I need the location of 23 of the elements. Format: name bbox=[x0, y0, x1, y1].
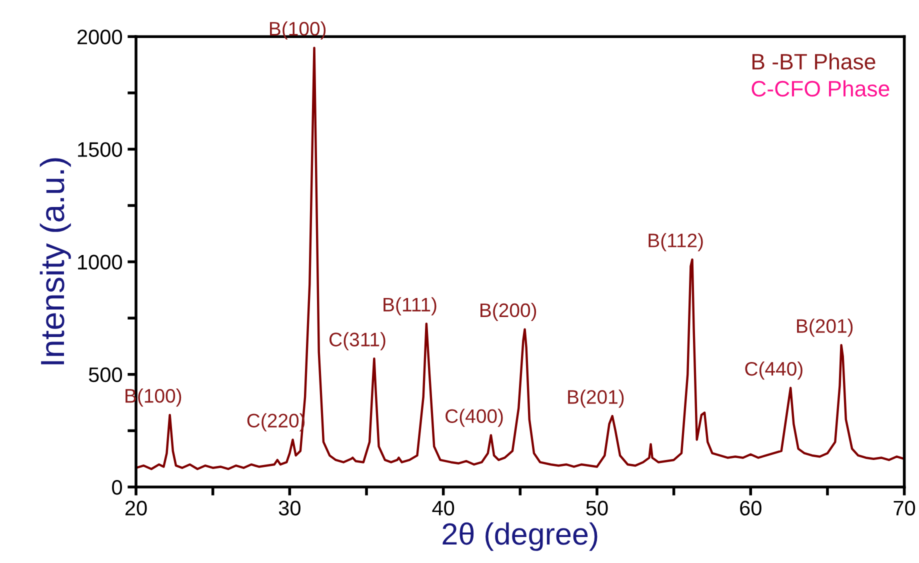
annotation: C(440) bbox=[745, 361, 802, 380]
annotation: B(111) bbox=[384, 297, 436, 316]
annotation: C-CFO Phase bbox=[752, 80, 890, 97]
x-tick-label: 60 bbox=[740, 500, 762, 516]
annotation: B(201) bbox=[568, 390, 624, 408]
x-tick-label: 30 bbox=[278, 500, 300, 516]
annotation: B(112) bbox=[648, 233, 703, 252]
y-tick-label: 1000 bbox=[78, 254, 122, 270]
x-tick-label: 70 bbox=[894, 500, 916, 516]
annotation: B(200) bbox=[480, 302, 536, 322]
y-tick-label: 0 bbox=[112, 480, 122, 495]
x-tick-label: 40 bbox=[432, 500, 454, 516]
y-axis-title: Intensity (a.u.) bbox=[40, 158, 71, 364]
x-tick-label: 50 bbox=[586, 500, 608, 516]
y-tick-label: 1500 bbox=[78, 142, 122, 157]
y-tick-label: 500 bbox=[88, 367, 122, 382]
x-axis-title: 2θ (degree) bbox=[442, 522, 598, 551]
annotation: C(400) bbox=[446, 408, 503, 427]
y-tick-label: 2000 bbox=[78, 30, 122, 44]
annotation: C(311) bbox=[330, 332, 386, 350]
annotation: B(201) bbox=[797, 318, 853, 337]
annotation: B -BT Phase bbox=[752, 53, 876, 70]
x-tick-label: 20 bbox=[125, 500, 147, 516]
